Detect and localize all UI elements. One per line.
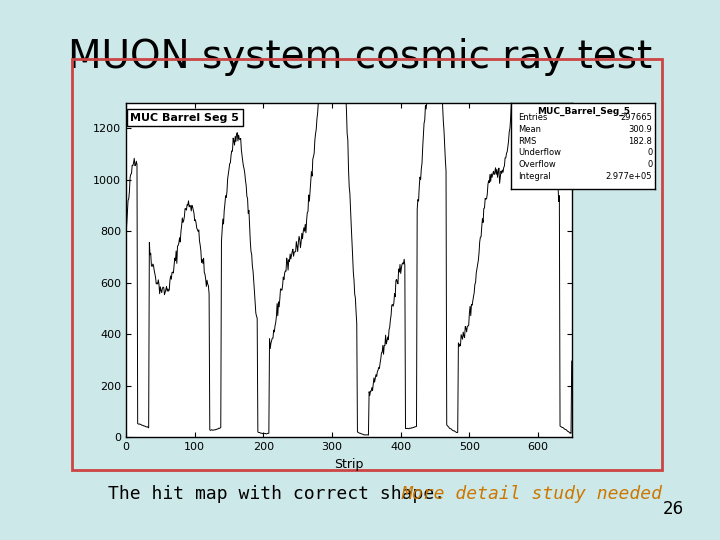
Text: Mean: Mean: [518, 125, 541, 134]
Text: The hit map with correct shape.: The hit map with correct shape.: [108, 485, 445, 503]
Text: Underflow: Underflow: [518, 148, 562, 157]
Text: Overflow: Overflow: [518, 160, 556, 169]
Text: Integral: Integral: [518, 172, 551, 181]
Text: 26: 26: [663, 501, 684, 518]
Text: 182.8: 182.8: [629, 137, 652, 146]
X-axis label: Strip: Strip: [335, 458, 364, 471]
Text: 2.977e+05: 2.977e+05: [606, 172, 652, 181]
Text: 0: 0: [647, 160, 652, 169]
Text: Entries: Entries: [518, 113, 548, 122]
Text: MUC_Barrel_Seg_5: MUC_Barrel_Seg_5: [536, 107, 630, 116]
Text: 297665: 297665: [621, 113, 652, 122]
Text: 0: 0: [647, 148, 652, 157]
Text: MUC Barrel Seg 5: MUC Barrel Seg 5: [130, 113, 239, 123]
Text: MUON system cosmic ray test: MUON system cosmic ray test: [68, 38, 652, 76]
Text: RMS: RMS: [518, 137, 537, 146]
Text: 300.9: 300.9: [629, 125, 652, 134]
Text: More detail study needed: More detail study needed: [402, 485, 662, 503]
